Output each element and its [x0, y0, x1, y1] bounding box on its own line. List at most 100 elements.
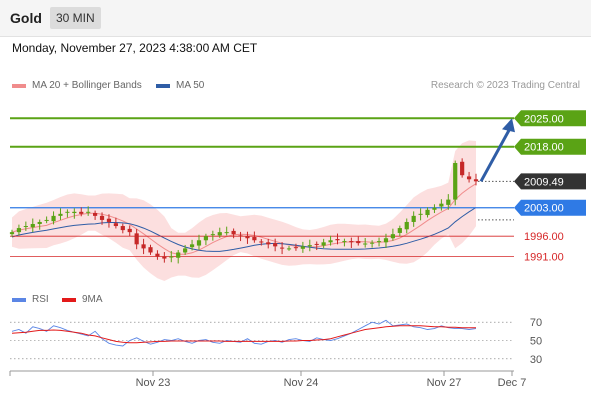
candle-body: [273, 243, 278, 247]
candle-body: [473, 179, 479, 182]
pivot-label: 2003.00: [524, 203, 564, 215]
candle-body: [446, 199, 451, 205]
candle-body: [439, 203, 444, 207]
x-tick-label: Nov 27: [427, 377, 462, 389]
support-label: 1991.00: [524, 252, 564, 264]
candle-body: [307, 245, 312, 247]
resistance-tag: [514, 110, 586, 127]
legend-rsi: RSI: [12, 294, 49, 305]
candle-body: [300, 246, 305, 249]
candle-body: [342, 241, 347, 243]
candle-body: [245, 236, 250, 239]
candle-body: [189, 244, 195, 248]
candle-body: [349, 241, 354, 243]
candle-body: [23, 226, 28, 228]
candle-body: [376, 241, 382, 243]
candle-body: [397, 228, 402, 233]
candle-body: [72, 211, 77, 214]
candle-body: [99, 215, 105, 220]
legend-rsi-label: RSI: [32, 294, 49, 305]
rsi-tick-label: 70: [530, 317, 542, 329]
candle-body: [279, 247, 285, 249]
candle-body: [169, 256, 174, 258]
candle-body: [127, 228, 132, 233]
candle-body: [224, 232, 229, 234]
candle-body: [425, 209, 430, 216]
x-tick-label: Nov 23: [136, 377, 171, 389]
candle-body: [328, 240, 333, 243]
candle-body: [65, 211, 70, 213]
candle-body: [356, 241, 361, 244]
candle-body: [460, 161, 465, 176]
x-tick-label: Nov 24: [284, 377, 319, 389]
candle-body: [335, 239, 340, 241]
candle-body: [79, 211, 84, 214]
candle-body: [141, 244, 146, 249]
resistance-tag: [514, 138, 586, 155]
candle-body: [183, 248, 188, 253]
ma20-line: [11, 183, 477, 255]
legend-ma50-label: MA 50: [176, 80, 205, 91]
resistance-label: 2018.00: [524, 142, 564, 154]
candle-body: [266, 242, 271, 245]
candle-body: [314, 243, 319, 245]
current-tag: [514, 173, 586, 190]
candle-body: [93, 213, 98, 216]
header-bar: Gold 30 MIN: [0, 0, 591, 37]
candle-body: [252, 237, 257, 241]
timeframe-badge[interactable]: 30 MIN: [50, 7, 101, 29]
candle-body: [259, 241, 264, 243]
candle-body: [44, 219, 49, 221]
candle-body: [30, 224, 35, 228]
candle-body: [363, 243, 368, 245]
rsi-ma-line: [11, 325, 476, 344]
support-label: 1996.00: [524, 231, 564, 243]
candle-body: [238, 235, 243, 237]
candle-body: [383, 238, 389, 243]
candle-body: [453, 163, 458, 200]
candle-body: [286, 248, 292, 250]
candle-body: [432, 207, 437, 210]
candle-body: [196, 240, 202, 246]
x-tick-label: Dec 7: [498, 377, 527, 389]
candle-body: [210, 234, 215, 236]
candle-body: [466, 176, 472, 180]
candle-body: [231, 230, 236, 235]
projection-arrow: [479, 129, 511, 183]
rsi-tick-label: 50: [530, 336, 542, 348]
candle-body: [418, 213, 423, 215]
candle-body: [148, 247, 153, 253]
candle-body: [155, 253, 160, 257]
copyright-text: Research © 2023 Trading Central: [430, 80, 580, 91]
arrow-head: [502, 118, 515, 133]
candle-body: [411, 215, 416, 222]
candle-body: [370, 242, 375, 244]
rsi-tick-label: 30: [530, 354, 542, 366]
candle-body: [113, 223, 118, 227]
ma50-swatch: [156, 83, 170, 88]
candle-body: [217, 232, 222, 236]
candle-body: [106, 218, 112, 222]
candle-body: [176, 252, 181, 258]
resistance-label: 2025.00: [524, 113, 564, 125]
candle-body: [58, 213, 63, 216]
rsi-swatch: [12, 297, 26, 302]
chart-datetime: Monday, November 27, 2023 4:38:00 AM CET: [12, 41, 258, 55]
legend-rsi-ma: 9MA: [62, 294, 103, 305]
candle-body: [134, 233, 139, 245]
candle-body: [162, 256, 167, 259]
instrument-title: Gold: [10, 10, 42, 26]
candle-body: [9, 232, 15, 235]
candle-body: [37, 221, 42, 224]
candle-body: [390, 234, 395, 239]
candle-body: [16, 228, 22, 233]
ma50-line: [11, 207, 477, 252]
legend-ma50: MA 50: [156, 80, 204, 91]
legend-bb: MA 20 + Bollinger Bands: [12, 80, 142, 91]
candle-body: [120, 226, 125, 231]
candle-body: [86, 211, 91, 213]
candle-body: [404, 221, 409, 230]
candle-body: [203, 236, 209, 241]
legend-rsi-ma-label: 9MA: [82, 294, 103, 305]
